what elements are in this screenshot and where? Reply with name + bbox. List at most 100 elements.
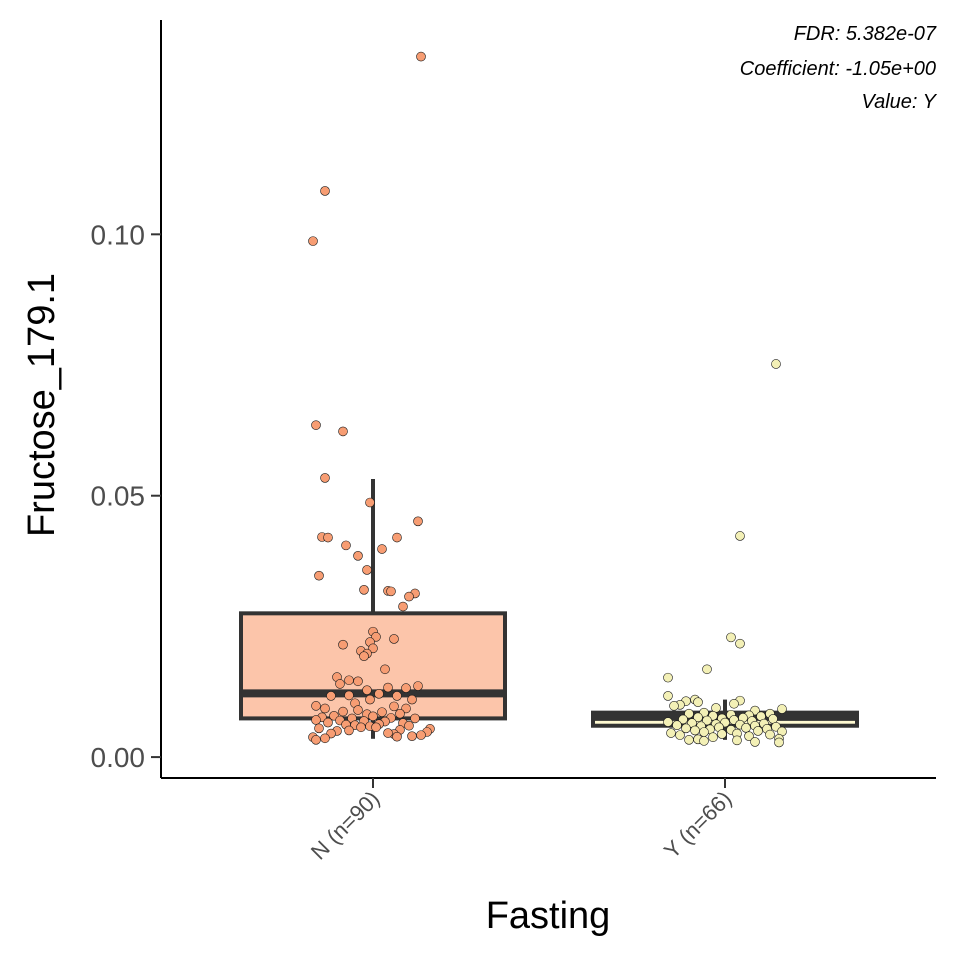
data-point (353, 551, 363, 561)
data-point (389, 701, 399, 712)
data-point (311, 735, 321, 745)
data-point (362, 565, 372, 575)
data-point (311, 420, 321, 430)
x-tick-label: N (n=90) (306, 786, 385, 865)
y-tick-label: 0.05 (91, 481, 146, 512)
data-point (678, 714, 688, 725)
data-point (693, 712, 703, 723)
data-point (663, 717, 673, 727)
data-point (344, 725, 354, 736)
data-point (365, 694, 375, 705)
data-point (392, 731, 402, 742)
data-point (708, 732, 718, 743)
data-point (416, 51, 426, 62)
data-point (383, 682, 393, 693)
data-point (353, 705, 363, 715)
data-point (702, 715, 712, 726)
data-point (314, 570, 324, 581)
data-point (741, 723, 751, 733)
data-point (371, 722, 381, 733)
data-point (389, 634, 399, 644)
data-point (735, 638, 745, 649)
y-tick-label: 0.00 (91, 742, 146, 773)
annotation-value: Value: Y (861, 91, 937, 113)
data-point (338, 706, 348, 717)
data-point (395, 708, 405, 719)
data-point (753, 726, 763, 736)
data-point (413, 681, 423, 691)
data-point (681, 723, 691, 734)
data-point (386, 586, 396, 597)
y-axis-title: Fructose_179.1 (21, 273, 63, 537)
data-point (765, 729, 775, 740)
data-point (675, 730, 685, 740)
y-tick-label: 0.10 (91, 219, 146, 250)
data-point (368, 711, 378, 722)
x-axis-title: Fasting (486, 895, 611, 937)
data-point (320, 186, 330, 196)
data-point (338, 639, 348, 650)
data-point (729, 698, 739, 709)
data-point (323, 717, 333, 728)
annotation-fdr: FDR: 5.382e-07 (794, 23, 937, 45)
data-point (663, 691, 673, 701)
data-point (380, 664, 390, 675)
data-point (702, 664, 712, 675)
data-point (416, 730, 426, 740)
data-point (344, 675, 354, 686)
data-point (383, 728, 393, 738)
data-point (344, 690, 354, 701)
data-point (669, 701, 679, 711)
data-point (404, 720, 414, 731)
data-point (335, 679, 345, 689)
data-point (666, 728, 676, 738)
data-point (744, 731, 754, 741)
data-point (326, 691, 336, 701)
data-point (320, 733, 330, 744)
data-point (356, 722, 366, 733)
data-point (771, 359, 781, 369)
data-point (338, 426, 348, 437)
data-point (699, 736, 709, 746)
data-point (699, 727, 709, 737)
data-point (359, 585, 369, 595)
data-point (401, 683, 411, 693)
data-point (684, 735, 694, 745)
data-point (410, 713, 420, 724)
data-point (320, 703, 330, 714)
data-point (359, 651, 369, 661)
data-point (735, 531, 745, 541)
data-point (341, 540, 351, 551)
data-point (690, 725, 700, 736)
data-point (732, 735, 742, 746)
data-point (377, 544, 387, 554)
data-point (320, 473, 330, 483)
data-point (311, 701, 321, 711)
data-point (392, 532, 402, 543)
data-point (726, 632, 736, 643)
annotation-coefficient: Coefficient: -1.05e+00 (740, 58, 936, 80)
data-point (308, 236, 318, 246)
data-point (717, 729, 727, 739)
data-point (377, 707, 387, 717)
data-point (323, 532, 333, 543)
data-point (693, 697, 703, 708)
data-point (365, 497, 375, 508)
data-point (353, 676, 363, 687)
data-point (311, 715, 321, 725)
data-point (407, 731, 417, 741)
data-point (314, 723, 324, 734)
data-point (672, 720, 682, 731)
data-point (362, 685, 372, 695)
data-point (777, 704, 787, 714)
data-point (404, 591, 414, 602)
data-point (663, 672, 673, 683)
data-point (374, 689, 384, 699)
data-point (684, 708, 694, 719)
data-point (407, 694, 417, 705)
data-point (398, 601, 408, 612)
data-point (750, 737, 760, 747)
data-point (392, 691, 402, 701)
data-point (413, 516, 423, 527)
